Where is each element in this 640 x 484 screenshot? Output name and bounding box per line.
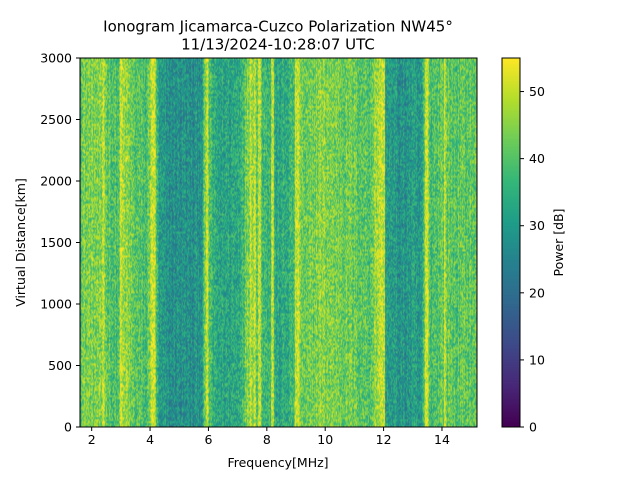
- x-tick-label: 14: [434, 432, 450, 447]
- y-tick-label: 3000: [40, 51, 72, 66]
- x-tick-label: 10: [317, 432, 333, 447]
- y-tick-label: 500: [48, 358, 72, 373]
- heatmap-image: [80, 58, 477, 427]
- y-tick-label: 1000: [40, 297, 72, 312]
- colorbar-tick-label: 0: [529, 420, 537, 435]
- x-axis: 2 4 6 8 10 12 14: [88, 427, 450, 447]
- x-tick-label: 12: [376, 432, 392, 447]
- chart-title-line1: Ionogram Jicamarca-Cuzco Polarization NW…: [103, 18, 453, 36]
- colorbar-label: Power [dB]: [551, 208, 566, 276]
- y-tick-label: 1500: [40, 235, 72, 250]
- x-axis-label: Frequency[MHz]: [227, 455, 328, 470]
- colorbar-tick-label: 40: [529, 151, 545, 166]
- y-tick-label: 2000: [40, 174, 72, 189]
- x-tick-label: 4: [146, 432, 154, 447]
- y-tick-label: 0: [64, 420, 72, 435]
- colorbar-tick-label: 10: [529, 352, 545, 367]
- colorbar-axis: 0 10 20 30 40 50: [520, 84, 545, 435]
- x-tick-label: 8: [263, 432, 271, 447]
- colorbar-tick-label: 30: [529, 218, 545, 233]
- colorbar-gradient: [502, 58, 520, 427]
- y-tick-label: 2500: [40, 112, 72, 127]
- y-axis: 0 500 1000 1500 2000 2500 3000: [40, 51, 80, 435]
- chart-title-line2: 11/13/2024-10:28:07 UTC: [181, 36, 375, 54]
- x-tick-label: 6: [204, 432, 212, 447]
- colorbar-frame: [501, 57, 521, 428]
- x-tick-label: 2: [88, 432, 96, 447]
- y-axis-label: Virtual Distance[km]: [13, 178, 28, 307]
- colorbar-tick-label: 20: [529, 285, 545, 300]
- colorbar-tick-label: 50: [529, 84, 545, 99]
